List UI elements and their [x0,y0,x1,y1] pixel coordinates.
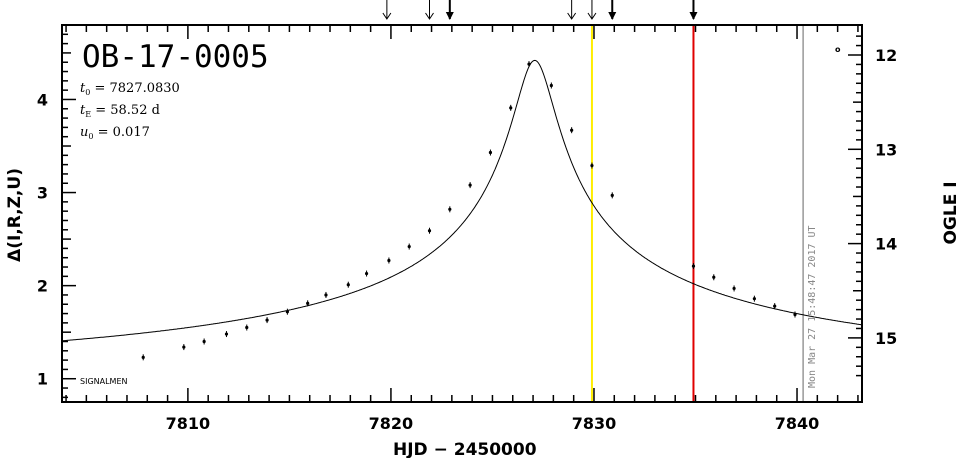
data-point [570,127,574,134]
data-point [793,311,797,318]
data-point [141,354,145,361]
plot-frame [61,24,863,403]
param-t0: t0 = 7827.0830 [80,81,180,97]
observation-arrow [425,0,434,20]
y-right-tick-label: 15 [875,329,897,348]
data-point [509,104,513,111]
data-point [285,308,289,315]
corner-mark: o [835,45,841,54]
param-u0: u0 = 0.017 [80,125,150,141]
data-point [752,295,756,302]
data-point [732,285,736,292]
data-point [407,243,411,250]
param-t0-value: 7827.0830 [110,81,180,96]
data-point [306,300,310,307]
y-tick-label: 4 [37,90,48,109]
observation-arrow [445,0,454,20]
x-tick-label: 7810 [166,414,211,433]
data-point [224,331,229,338]
data-point [691,263,696,270]
data-point [549,82,553,89]
data-point [202,338,206,345]
data-point [346,281,350,288]
data-point [468,182,472,189]
param-u0-value: 0.017 [113,125,150,140]
chart-title: OB-17-0005 [82,39,269,75]
data-point [427,227,432,234]
param-te: tE = 58.52 d [80,103,160,119]
y-right-tick-label: 12 [875,46,897,65]
data-point [527,61,531,68]
y-axis-label: Δ(I,R,Z,U) [5,168,25,262]
data-point [324,291,328,298]
x-tick-label: 7830 [572,414,617,433]
x-axis-label: HJD − 2450000 [393,440,537,458]
observation-arrow [382,0,392,20]
y-right-axis-label: OGLE I [941,181,961,244]
y-tick-label: 3 [37,184,48,203]
model-curve [61,59,863,342]
data-point [265,317,269,324]
data-point [182,344,186,351]
x-tick-label: 7840 [775,414,820,433]
observation-arrow [608,0,617,20]
data-point [364,270,369,277]
param-te-value: 58.52 d [110,103,160,118]
observation-arrow [567,0,577,20]
data-point [773,303,777,310]
y-right-tick-label: 13 [875,140,897,159]
observation-arrow [689,0,698,20]
timestamp-label: Mon Mar 27 15:48:47 2017 UT [807,225,818,388]
y-right-tick-label: 14 [875,235,897,254]
source-label: SIGNALMEN [80,377,128,386]
data-point [245,324,249,331]
data-point [387,257,391,264]
data-point [448,206,452,213]
x-tick-label: 7820 [369,414,414,433]
data-point [590,162,594,169]
observation-arrow [587,0,597,20]
data-point [712,274,716,281]
y-tick-label: 1 [37,370,48,389]
data-point [610,192,614,199]
y-tick-label: 2 [37,277,48,296]
data-point [488,149,493,156]
